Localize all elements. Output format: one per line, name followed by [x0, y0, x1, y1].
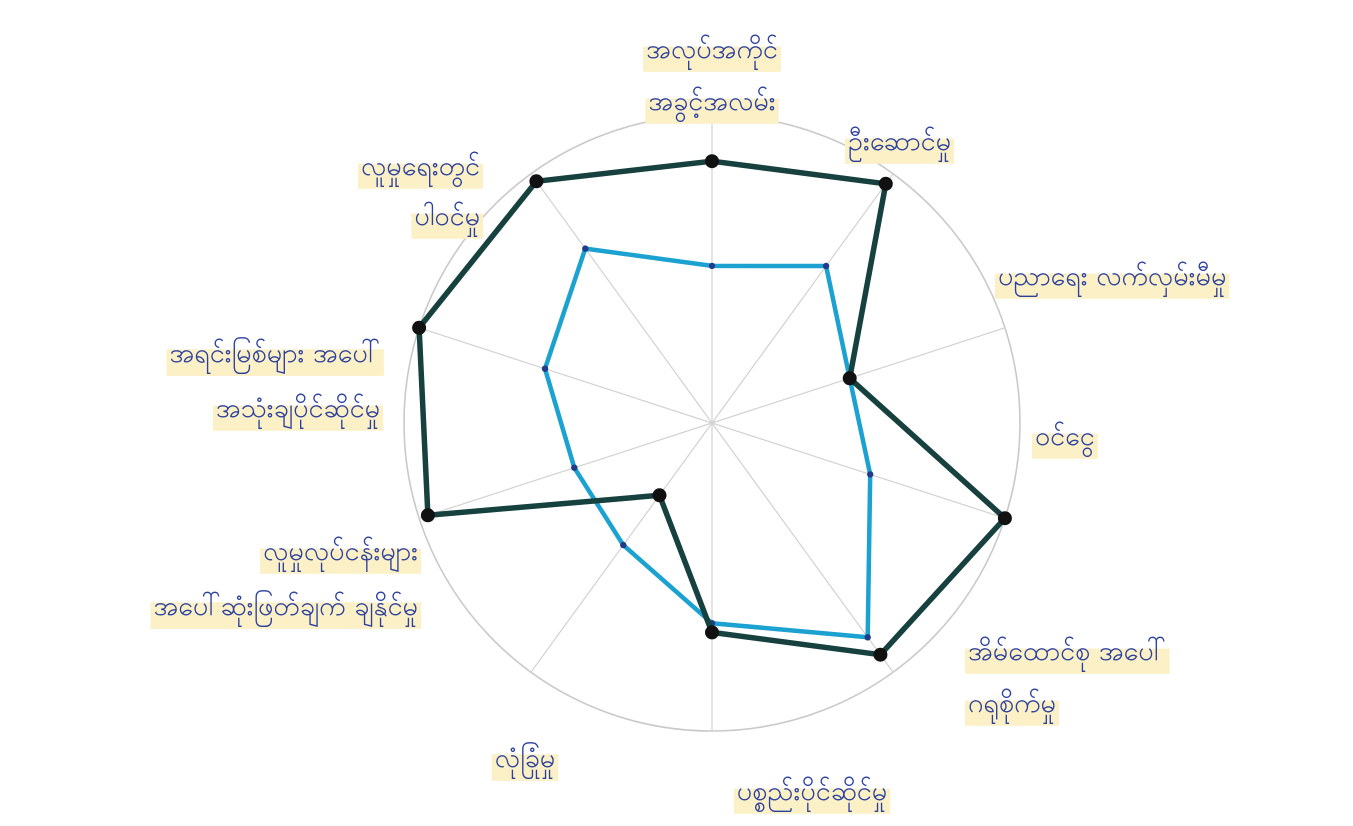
label-highlight — [411, 213, 483, 239]
axis-label-3: ပညာရေး လက်လှမ်းမီမှု — [995, 261, 1230, 299]
series-1-point-9 — [412, 320, 427, 335]
axis-label-8-line-2: အပေါ်ဆုံးဖြတ်ချက် ချနိုင်မှု — [153, 589, 418, 627]
series-1-point-2 — [878, 176, 893, 191]
axis-label-10: လူမှုရေးတွင်ပါဝင်မှု — [357, 151, 483, 239]
spoke-5 — [711, 422, 894, 673]
axis-labels: အလုပ်အကိုင်အခွင့်အလမ်းဦးဆောင်မှုပညာရေး လ… — [150, 34, 1230, 814]
label-highlight — [491, 754, 559, 781]
spoke-8 — [418, 422, 713, 519]
spoke-3 — [711, 327, 1006, 424]
series-2-point-1 — [708, 262, 716, 270]
axis-label-8: လူမှုလုပ်ငန်းများအပေါ်ဆုံးဖြတ်ချက် ချနို… — [150, 536, 421, 629]
axis-label-4: ဝင်ငွေ — [1032, 421, 1098, 459]
spoke-4 — [711, 422, 1006, 519]
axis-label-7-line-1: လုံခြုံမှု — [495, 741, 555, 779]
series-1-point-5 — [873, 647, 888, 662]
series-2-line — [542, 246, 873, 640]
series-2-point-10 — [582, 245, 589, 252]
series-2-point-8 — [571, 464, 578, 471]
series-2-point-5 — [864, 634, 871, 641]
axis-label-6: ပစ္စည်းပိုင်ဆိုင်မှု — [733, 776, 891, 814]
label-highlight — [260, 548, 421, 574]
label-highlight — [845, 138, 955, 164]
axis-label-2: ဦးဆောင်မှု — [845, 126, 955, 164]
label-highlight — [150, 602, 421, 629]
axis-label-8-line-1: လူမှုလုပ်ငန်းများ — [263, 536, 418, 572]
axis-label-1: အလုပ်အကိုင်အခွင့်အလမ်း — [643, 34, 781, 124]
series-2-point-7 — [620, 541, 627, 549]
label-highlight — [733, 788, 891, 814]
label-highlight — [995, 273, 1230, 299]
series-2-point-2 — [822, 262, 830, 270]
series-1-point-10 — [529, 174, 544, 189]
axis-label-10-line-2: ပါဝင်မှု — [414, 201, 480, 237]
label-highlight — [645, 98, 779, 124]
series-1-point-6 — [705, 625, 719, 640]
spoke-9 — [418, 327, 713, 424]
axis-label-5-line-1: အိမ်ထောင်စု အပေါ် — [968, 636, 1167, 672]
axis-label-2-line-1: ဦးဆောင်မှု — [848, 126, 951, 162]
radar-series — [412, 154, 1012, 662]
label-highlight — [965, 648, 1170, 674]
label-highlight — [212, 405, 383, 431]
axis-label-6-line-1: ပစ္စည်းပိုင်ဆိုင်မှု — [737, 776, 887, 812]
axis-label-7: လုံခြုံမှု — [491, 741, 559, 781]
axis-label-1-line-2: အခွင့်အလမ်း — [648, 86, 775, 122]
axis-label-5: အိမ်ထောင်စု အပေါ်ဂရုစိုက်မှု — [965, 636, 1170, 726]
label-highlight — [166, 349, 384, 376]
label-highlight — [1032, 433, 1098, 459]
axis-label-9-line-1: အရင်းမြစ်များ အပေါ် — [169, 336, 380, 374]
spoke-10 — [530, 173, 713, 424]
axis-label-9-line-2: အသုံးချပိုင်ဆိုင်မှု — [216, 393, 380, 429]
axis-label-10-line-1: လူမှုရေးတွင် — [361, 151, 480, 187]
axis-label-3-line-1: ပညာရေး လက်လှမ်းမီမှု — [998, 261, 1226, 297]
series-1-point-7 — [652, 488, 667, 503]
series-1-point-1 — [705, 154, 719, 169]
series-1-point-3 — [842, 371, 857, 386]
series-2-point-4 — [867, 471, 874, 478]
series-2-point-9 — [541, 365, 549, 372]
axis-label-9: အရင်းမြစ်များ အပေါ်အသုံးချပိုင်ဆိုင်မှု — [166, 336, 384, 431]
label-highlight — [357, 163, 483, 189]
label-highlight — [643, 46, 781, 72]
series-1-point-8 — [420, 508, 435, 523]
label-highlight — [965, 700, 1059, 726]
axis-label-4-line-1: ဝင်ငွေ — [1035, 421, 1095, 457]
axis-label-5-line-2: ဂရုစိုက်မှု — [968, 688, 1056, 724]
series-1-point-4 — [997, 511, 1012, 526]
axis-label-1-line-1: အလုပ်အကိုင် — [646, 34, 778, 70]
spoke-2 — [711, 173, 894, 424]
